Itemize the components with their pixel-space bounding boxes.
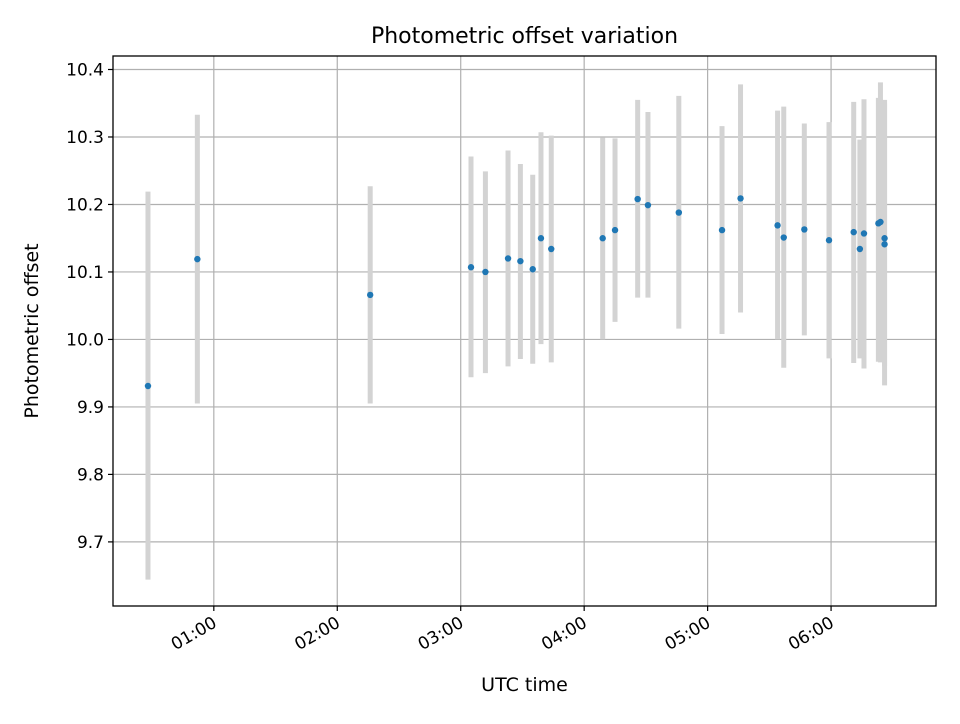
- y-tick-label: 9.9: [77, 398, 104, 418]
- data-points: [144, 195, 888, 390]
- x-axis-label: UTC time: [481, 674, 568, 696]
- y-tick-label: 10.1: [66, 263, 104, 283]
- chart-title: Photometric offset variation: [371, 24, 678, 49]
- data-point: [780, 234, 787, 241]
- data-point: [675, 209, 683, 216]
- plot-frame: [112, 55, 937, 607]
- y-axis-ticks: 9.7 9.8 9.9 10.0 10.1 10.2 10.3 10.4: [66, 60, 113, 553]
- data-point: [881, 241, 888, 248]
- data-point: [504, 255, 512, 262]
- data-point: [144, 382, 152, 390]
- data-point: [737, 195, 744, 202]
- data-point: [467, 264, 475, 271]
- data-point: [718, 226, 726, 234]
- y-tick-label: 9.8: [77, 465, 104, 485]
- data-point: [599, 235, 606, 242]
- y-tick-label: 10.4: [66, 60, 104, 80]
- y-tick-label: 10.3: [66, 128, 104, 148]
- data-point: [801, 226, 808, 233]
- data-point: [877, 218, 884, 226]
- data-point: [825, 237, 833, 244]
- data-point: [194, 255, 201, 263]
- data-point: [611, 226, 619, 234]
- data-point: [366, 291, 374, 299]
- data-point: [644, 201, 652, 209]
- data-point: [482, 268, 489, 276]
- data-point: [774, 222, 781, 229]
- data-point: [548, 245, 555, 253]
- data-point: [517, 257, 524, 265]
- y-tick-label: 10.0: [66, 330, 104, 350]
- y-tick-label: 9.7: [77, 533, 104, 553]
- data-point: [856, 245, 864, 253]
- data-point: [634, 195, 641, 203]
- data-point: [881, 235, 888, 242]
- data-point: [537, 235, 545, 242]
- y-axis-label: Photometric offset: [21, 243, 43, 418]
- data-point: [860, 230, 868, 237]
- data-point: [850, 228, 857, 236]
- y-tick-label: 10.2: [66, 195, 104, 215]
- data-point: [529, 266, 536, 273]
